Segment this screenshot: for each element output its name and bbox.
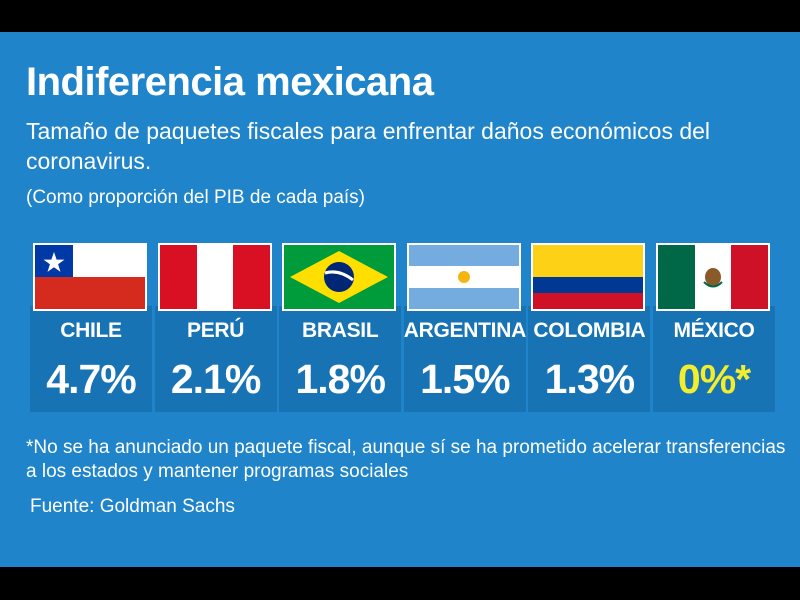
country-label: BRASIL — [302, 319, 379, 342]
value-label: 0%* — [677, 356, 751, 402]
country-column: CHILE 4.7% — [30, 240, 152, 412]
country-label: ARGENTINA — [403, 319, 526, 342]
country-column: PERÚ 2.1% — [154, 240, 277, 412]
page-title: Indiferencia mexicana — [26, 60, 434, 104]
value-label: 1.3% — [544, 356, 635, 402]
column-background — [154, 306, 277, 412]
chile-flag-icon — [33, 243, 147, 311]
mexico-flag-icon — [656, 243, 770, 311]
brazil-flag-icon — [282, 243, 397, 311]
column-background — [528, 306, 651, 412]
country-columns: CHILE 4.7% PERÚ 2.1% BRASIL 1.8% ARGENTINA 1.5%… — [30, 240, 775, 412]
country-label: MÉXICO — [673, 319, 755, 342]
column-background — [279, 306, 402, 412]
country-column: BRASIL 1.8% — [279, 240, 402, 412]
peru-flag-icon — [157, 243, 272, 311]
country-label: PERÚ — [187, 319, 245, 342]
country-column: COLOMBIA 1.3% — [528, 240, 651, 412]
infographic-panel: Indiferencia mexicana Tamaño de paquetes… — [0, 32, 800, 567]
colombia-flag-icon — [531, 243, 646, 311]
country-column: ARGENTINA 1.5% — [403, 240, 526, 412]
value-label: 4.7% — [46, 356, 136, 402]
country-label: COLOMBIA — [533, 319, 646, 342]
country-label: CHILE — [60, 319, 122, 342]
argentina-flag-icon — [406, 243, 521, 311]
value-label: 1.8% — [295, 356, 385, 402]
value-label: 2.1% — [170, 356, 261, 402]
footnote: *No se ha anunciado un paquete fiscal, a… — [26, 437, 786, 482]
column-background — [653, 306, 775, 412]
country-column: MÉXICO 0%* — [653, 240, 775, 412]
subtitle: Tamaño de paquetes fiscales para enfrent… — [26, 118, 711, 174]
unit-note: (Como proporción del PIB de cada país) — [26, 187, 366, 208]
value-label: 1.5% — [420, 356, 510, 402]
column-background — [403, 306, 526, 412]
column-background — [30, 306, 152, 412]
source-credit: Fuente: Goldman Sachs — [30, 496, 235, 517]
